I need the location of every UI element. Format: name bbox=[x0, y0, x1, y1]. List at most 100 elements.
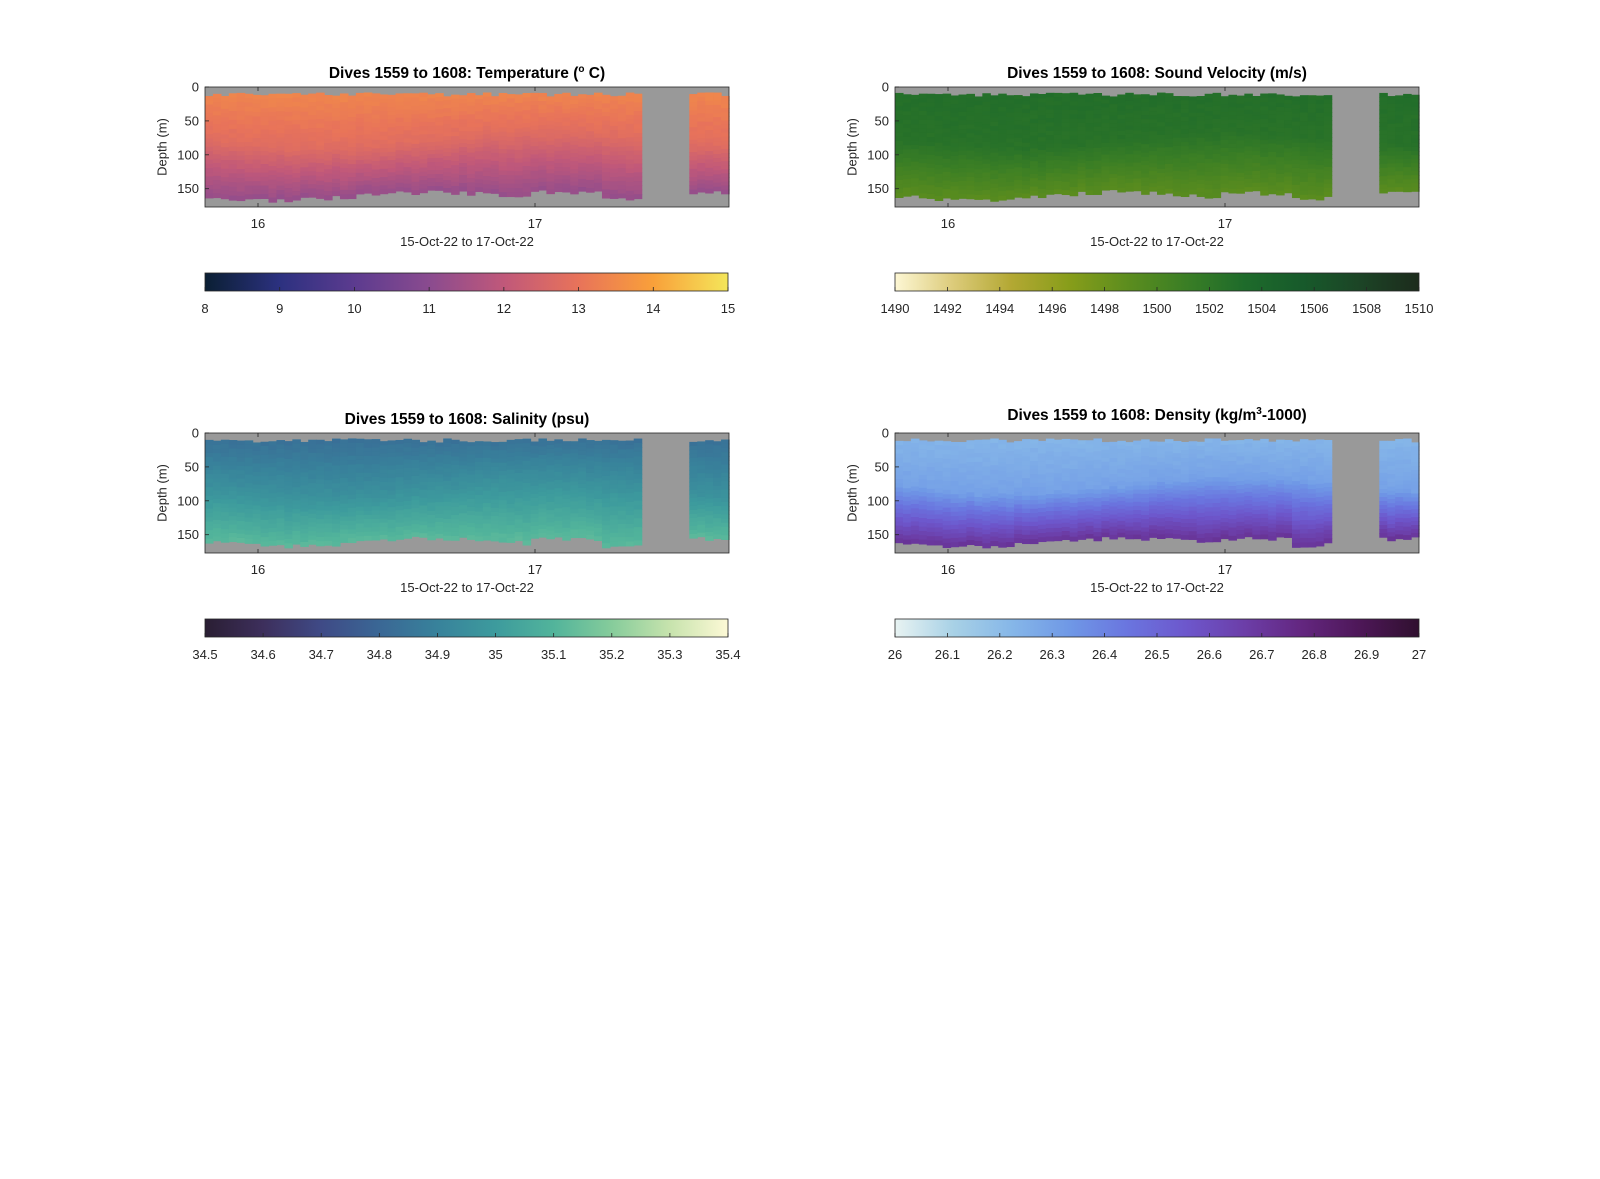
heatmap-cell bbox=[958, 494, 968, 499]
heatmap-cell bbox=[403, 138, 413, 144]
heatmap-cell bbox=[982, 106, 991, 112]
heatmap-cell bbox=[1149, 115, 1158, 120]
heatmap-cell bbox=[546, 485, 555, 491]
heatmap-cell bbox=[355, 134, 365, 140]
heatmap-cell bbox=[212, 188, 222, 194]
heatmap-cell bbox=[1053, 511, 1063, 516]
heatmap-cell bbox=[205, 121, 214, 127]
heatmap-cell bbox=[316, 97, 325, 103]
heatmap-cell bbox=[205, 538, 214, 544]
heatmap-cell bbox=[324, 441, 333, 447]
heatmap-cell bbox=[435, 178, 444, 183]
heatmap-cell bbox=[411, 524, 420, 529]
heatmap-cell bbox=[205, 457, 214, 462]
heatmap-cell bbox=[1188, 132, 1198, 138]
heatmap-cell bbox=[363, 506, 373, 512]
heatmap-cell bbox=[689, 485, 698, 491]
heatmap-cell bbox=[601, 525, 611, 531]
heatmap-cell bbox=[1141, 140, 1150, 145]
heatmap-cell bbox=[633, 172, 643, 178]
heatmap-cell bbox=[721, 522, 730, 528]
heatmap-cell bbox=[570, 152, 579, 158]
heatmap-cell bbox=[1164, 113, 1174, 119]
heatmap-cell bbox=[1037, 445, 1047, 450]
heatmap-cell bbox=[252, 168, 262, 174]
heatmap-cell bbox=[942, 106, 952, 112]
heatmap-cell bbox=[958, 450, 968, 456]
heatmap-cell bbox=[625, 484, 635, 490]
heatmap-cell bbox=[1022, 121, 1031, 127]
heatmap-cell bbox=[562, 445, 571, 451]
heatmap-cell bbox=[347, 442, 357, 448]
heatmap-cell bbox=[212, 167, 222, 173]
heatmap-cell bbox=[205, 146, 214, 152]
heatmap-cell bbox=[1061, 459, 1071, 465]
heatmap-cell bbox=[1037, 102, 1047, 108]
heatmap-cell bbox=[918, 530, 928, 536]
heatmap-cell bbox=[958, 446, 968, 452]
heatmap-cell bbox=[594, 178, 603, 184]
heatmap-cell bbox=[554, 463, 563, 469]
heatmap-cell bbox=[1164, 122, 1174, 128]
heatmap-cell bbox=[506, 158, 516, 163]
heatmap-cell bbox=[435, 153, 444, 159]
heatmap-cell bbox=[260, 116, 270, 122]
heatmap-cell bbox=[578, 170, 587, 176]
heatmap-cell bbox=[713, 170, 722, 175]
heatmap-cell bbox=[942, 542, 952, 548]
heatmap-cell bbox=[300, 188, 309, 194]
heatmap-cell bbox=[1029, 106, 1039, 111]
heatmap-cell bbox=[910, 103, 920, 108]
heatmap-cell bbox=[1196, 150, 1206, 156]
heatmap-cell bbox=[236, 187, 246, 193]
heatmap-cell bbox=[1204, 98, 1214, 104]
heatmap-cell bbox=[1244, 146, 1253, 152]
heatmap-cell bbox=[205, 163, 214, 169]
heatmap-cell bbox=[435, 533, 444, 539]
heatmap-cell bbox=[713, 477, 722, 483]
heatmap-cell bbox=[498, 466, 508, 472]
heatmap-cell bbox=[1276, 157, 1285, 162]
heatmap-cell bbox=[910, 186, 920, 192]
heatmap-cell bbox=[578, 178, 587, 184]
heatmap-cell bbox=[506, 520, 516, 526]
heatmap-cell bbox=[721, 112, 730, 117]
heatmap-cell bbox=[506, 102, 516, 108]
heatmap-cell bbox=[474, 103, 484, 108]
heatmap-cell bbox=[252, 518, 262, 523]
heatmap-cell bbox=[1045, 438, 1055, 444]
heatmap-cell bbox=[609, 532, 619, 538]
heatmap-cell bbox=[1053, 443, 1063, 449]
heatmap-cell bbox=[228, 528, 238, 534]
heatmap-cell bbox=[1029, 474, 1039, 480]
heatmap-cell bbox=[1395, 119, 1404, 124]
heatmap-cell bbox=[578, 110, 587, 115]
heatmap-cell bbox=[467, 470, 476, 476]
heatmap-cell bbox=[1061, 480, 1071, 486]
heatmap-cell bbox=[427, 170, 436, 175]
heatmap-cell bbox=[950, 130, 960, 135]
heatmap-cell bbox=[570, 173, 579, 179]
heatmap-cell bbox=[268, 116, 278, 122]
heatmap-cell bbox=[220, 439, 230, 445]
heatmap-cell bbox=[1315, 186, 1325, 192]
heatmap-cell bbox=[482, 159, 492, 165]
heatmap-cell bbox=[474, 147, 484, 152]
heatmap-cell bbox=[490, 124, 500, 130]
heatmap-cell bbox=[697, 138, 706, 143]
heatmap-cell bbox=[1014, 496, 1023, 501]
heatmap-cell bbox=[910, 132, 920, 138]
heatmap-cell bbox=[1323, 166, 1333, 172]
heatmap-cell bbox=[570, 521, 579, 527]
heatmap-cell bbox=[1006, 498, 1015, 504]
heatmap-cell bbox=[1228, 180, 1237, 186]
heatmap-cell bbox=[443, 152, 452, 157]
heatmap-cell bbox=[498, 441, 508, 447]
heatmap-cell bbox=[236, 115, 246, 121]
heatmap-cell bbox=[347, 112, 357, 118]
heatmap-cell bbox=[1037, 167, 1047, 173]
heatmap-cell bbox=[292, 496, 301, 501]
heatmap-cell bbox=[538, 105, 547, 110]
heatmap-cell bbox=[538, 496, 547, 501]
heatmap-cell bbox=[1315, 173, 1325, 179]
